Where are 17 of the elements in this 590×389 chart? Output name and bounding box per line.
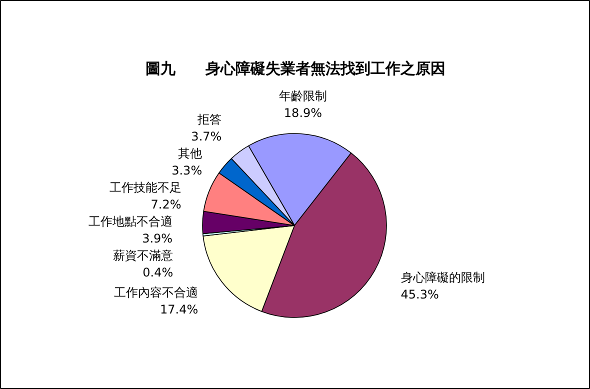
slice-label: 拒答 xyxy=(196,112,222,127)
chart-title: 圖九 身心障礙失業者無法找到工作之原因 xyxy=(146,60,446,78)
slice-label: 工作技能不足 xyxy=(109,180,182,195)
data-label: 0.4% xyxy=(142,266,174,280)
slice-label: 身心障礙的限制 xyxy=(400,270,485,284)
slice-label: 其他 xyxy=(178,146,202,161)
slice-label: 年齡限制 xyxy=(278,88,327,103)
data-label: 17.4% xyxy=(160,302,198,316)
data-label: 7.2% xyxy=(150,198,182,212)
slice-label: 薪資不滿意 xyxy=(113,248,174,263)
data-label: 45.3% xyxy=(400,287,439,302)
slice-label: 工作內容不合適 xyxy=(114,285,198,300)
data-label: 3.7% xyxy=(191,130,222,144)
slice-label: 工作地點不合適 xyxy=(88,214,173,229)
data-label: 3.3% xyxy=(172,164,202,178)
data-label: 18.9% xyxy=(284,106,322,120)
data-label: 3.9% xyxy=(142,232,173,246)
